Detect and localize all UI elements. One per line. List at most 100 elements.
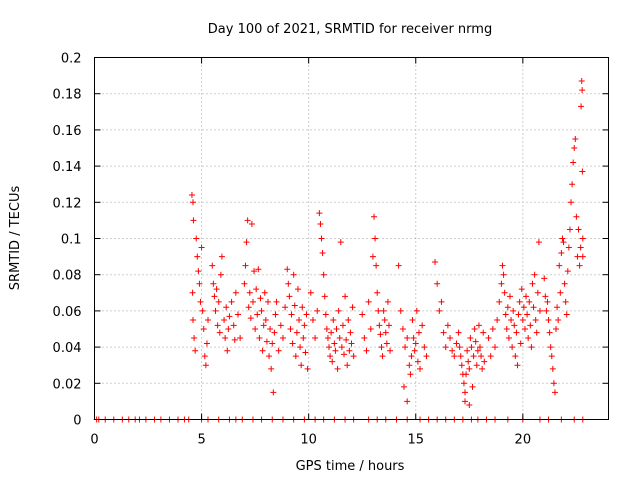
data-point [478,353,485,360]
data-point [533,329,540,336]
data-point [292,353,299,360]
data-point [300,335,307,342]
data-point [487,353,494,360]
data-point [523,293,530,300]
data-point [294,286,301,293]
grid-lines [94,57,609,420]
data-point [218,253,225,260]
data-point [319,249,326,256]
data-point [526,298,533,305]
data-point [191,335,198,342]
x-tick-label: 20 [515,433,532,448]
data-point [270,389,277,396]
data-point [510,307,517,314]
data-point [194,253,201,260]
data-point [190,217,197,224]
y-tick-label: 0 [73,414,81,429]
data-point [338,344,345,351]
y-tick-label: 0.12 [53,196,82,211]
data-point [244,217,251,224]
data-point [519,316,526,323]
data-point [463,371,470,378]
data-point [380,307,387,314]
data-point [255,266,262,273]
data-point [440,329,447,336]
data-point [363,347,370,354]
x-tick-label: 15 [407,433,424,448]
data-point [524,311,531,318]
data-point [378,344,385,351]
data-point [327,353,334,360]
data-point [251,268,258,275]
data-point [232,289,239,296]
data-point [212,307,219,314]
data-point [423,353,430,360]
data-point [571,145,578,151]
data-point [579,253,586,260]
data-point [337,239,344,246]
data-point [503,326,510,332]
data-point [475,322,482,329]
data-point [554,304,561,311]
data-point [447,335,454,342]
data-point [481,358,488,365]
data-point [216,329,223,336]
data-point [544,298,551,305]
data-point [261,289,268,296]
data-point [432,259,439,266]
data-point [415,329,422,336]
data-point [551,389,558,396]
data-point [565,244,572,251]
data-point [309,316,316,323]
data-point [438,298,445,305]
data-point [409,316,416,323]
data-point [575,226,582,233]
data-point [334,365,341,372]
data-point [267,326,274,332]
data-point [559,235,566,242]
data-point [468,344,475,351]
data-point [298,362,305,369]
y-tick-label: 0.16 [53,124,82,139]
data-point [332,347,339,354]
data-point [259,347,266,354]
data-point [545,316,552,323]
data-point [312,335,319,342]
data-point [293,329,300,336]
data-point [258,307,265,314]
data-point [464,347,471,354]
data-point [297,344,304,351]
data-point [383,340,390,347]
data-point [536,307,543,314]
data-point [329,358,336,365]
data-point [465,358,472,365]
data-point [188,192,195,199]
data-point [494,316,501,323]
x-axis-label: GPS time / hours [296,459,405,474]
data-point [501,289,508,296]
axis-ticks [94,57,609,420]
data-point [342,293,349,300]
data-point [515,311,522,318]
data-point [541,275,548,282]
data-point [222,335,229,342]
data-point [321,293,328,300]
data-point [491,344,498,351]
data-point [517,340,524,347]
data-point [197,298,204,305]
data-point [246,289,253,296]
data-point [521,326,528,332]
data-point [502,311,509,318]
data-point [253,286,260,293]
data-point [372,235,379,242]
data-point [516,298,523,305]
data-point [548,353,555,360]
data-point [228,298,235,305]
data-point [563,311,570,318]
data-point [570,159,577,166]
data-point [377,331,384,338]
y-tick-label: 0.04 [53,341,82,356]
data-point [449,347,456,354]
data-point [198,244,205,251]
data-point [248,221,255,228]
